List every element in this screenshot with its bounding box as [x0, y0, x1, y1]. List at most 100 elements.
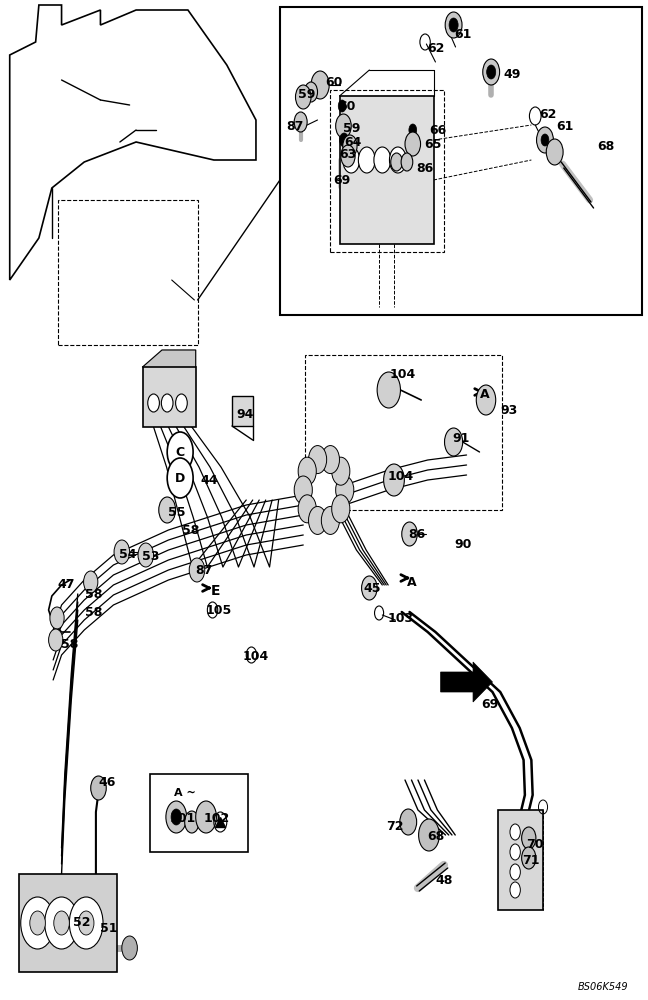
Circle shape — [122, 936, 137, 960]
Circle shape — [176, 394, 187, 412]
Text: C: C — [176, 446, 185, 458]
Text: 104: 104 — [388, 471, 414, 484]
Text: 87: 87 — [286, 119, 303, 132]
Text: 86: 86 — [417, 161, 434, 174]
Circle shape — [419, 819, 439, 851]
Text: A: A — [407, 576, 416, 588]
Circle shape — [45, 897, 78, 949]
Circle shape — [400, 809, 417, 835]
Circle shape — [294, 112, 307, 132]
Text: D: D — [175, 472, 185, 485]
Circle shape — [294, 476, 312, 504]
Text: 58: 58 — [62, 639, 78, 652]
Bar — [143, 367, 196, 427]
Circle shape — [30, 911, 45, 935]
Circle shape — [343, 147, 360, 173]
Text: 68: 68 — [597, 139, 614, 152]
Text: 54: 54 — [119, 548, 137, 562]
Circle shape — [405, 132, 421, 156]
Circle shape — [311, 71, 329, 99]
Circle shape — [167, 458, 193, 498]
Text: 101: 101 — [170, 812, 196, 824]
Text: 87: 87 — [196, 564, 213, 578]
Text: 94: 94 — [237, 408, 253, 420]
Bar — [150, 774, 248, 852]
Circle shape — [401, 153, 413, 171]
Circle shape — [389, 147, 406, 173]
Text: 62: 62 — [428, 41, 445, 54]
Circle shape — [541, 134, 549, 146]
Circle shape — [161, 394, 173, 412]
Bar — [340, 96, 434, 244]
Circle shape — [185, 811, 199, 833]
Text: 71: 71 — [522, 854, 540, 866]
Text: 58: 58 — [86, 605, 102, 618]
Circle shape — [295, 85, 311, 109]
Circle shape — [50, 607, 64, 629]
Text: 70: 70 — [526, 838, 544, 850]
Bar — [280, 7, 642, 315]
Circle shape — [91, 776, 106, 800]
Bar — [58, 200, 198, 345]
Text: 51: 51 — [100, 922, 118, 936]
Text: 63: 63 — [340, 148, 356, 161]
Text: 103: 103 — [388, 612, 413, 626]
Circle shape — [49, 629, 63, 651]
Text: 104: 104 — [390, 368, 416, 381]
Text: BS06K549: BS06K549 — [578, 982, 629, 992]
Text: 66: 66 — [430, 124, 446, 137]
Circle shape — [487, 65, 496, 79]
Text: 44: 44 — [200, 474, 218, 487]
Circle shape — [445, 428, 463, 456]
Text: 61: 61 — [455, 28, 472, 41]
Circle shape — [148, 394, 159, 412]
Circle shape — [114, 540, 130, 564]
Bar — [498, 810, 543, 910]
Circle shape — [449, 18, 458, 32]
Text: 60: 60 — [326, 76, 343, 89]
Text: 45: 45 — [363, 582, 381, 594]
Circle shape — [166, 801, 187, 833]
Circle shape — [402, 522, 417, 546]
Text: A ~: A ~ — [174, 788, 196, 798]
Bar — [305, 355, 502, 510]
Circle shape — [445, 12, 462, 38]
Circle shape — [69, 897, 103, 949]
Circle shape — [308, 506, 327, 534]
Circle shape — [537, 127, 553, 153]
Bar — [330, 90, 444, 252]
Circle shape — [321, 446, 340, 474]
Circle shape — [189, 558, 205, 582]
Circle shape — [167, 432, 193, 472]
Circle shape — [483, 59, 500, 85]
Circle shape — [336, 476, 354, 504]
Circle shape — [377, 372, 400, 408]
Text: 90: 90 — [454, 538, 471, 550]
Text: 104: 104 — [243, 650, 269, 664]
Text: 105: 105 — [206, 603, 232, 616]
Circle shape — [159, 497, 176, 523]
Circle shape — [391, 153, 402, 171]
Circle shape — [298, 495, 316, 523]
Text: 65: 65 — [424, 138, 441, 151]
Polygon shape — [441, 662, 492, 702]
Text: 53: 53 — [143, 550, 159, 564]
Circle shape — [332, 495, 350, 523]
Circle shape — [384, 464, 404, 496]
Circle shape — [305, 82, 318, 102]
Circle shape — [338, 100, 346, 112]
Circle shape — [78, 911, 94, 935]
Circle shape — [510, 844, 520, 860]
Text: 58: 58 — [86, 588, 102, 601]
Circle shape — [298, 457, 316, 485]
Text: 48: 48 — [436, 874, 453, 888]
Circle shape — [522, 847, 536, 869]
Circle shape — [374, 147, 391, 173]
Text: 72: 72 — [386, 820, 404, 832]
Bar — [232, 396, 253, 426]
Text: 69: 69 — [481, 698, 498, 710]
Circle shape — [321, 506, 340, 534]
Circle shape — [196, 801, 216, 833]
Circle shape — [409, 124, 417, 136]
Text: 46: 46 — [98, 776, 115, 788]
